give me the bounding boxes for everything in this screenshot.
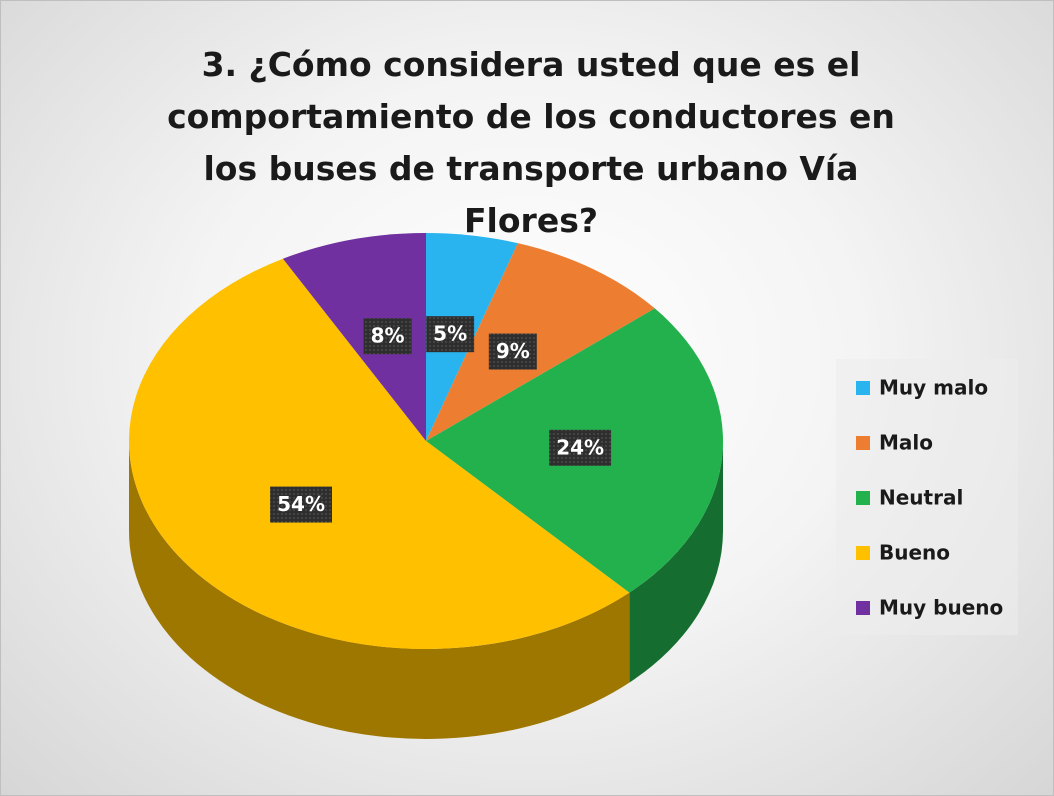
data-label-box (488, 333, 537, 370)
data-label-group: 8% (363, 318, 412, 355)
chart-title: 3. ¿Cómo considera usted que es el compo… (167, 45, 895, 240)
data-label: 8% (371, 324, 405, 348)
legend-label: Bueno (879, 541, 950, 565)
data-label: 54% (277, 492, 325, 516)
legend-label: Muy malo (879, 376, 988, 400)
legend-swatch (856, 601, 870, 615)
data-label-box (270, 486, 332, 523)
legend-label: Malo (879, 431, 933, 455)
legend-swatch (856, 491, 870, 505)
data-label: 24% (556, 435, 604, 459)
legend-swatch (856, 546, 870, 560)
legend-label: Neutral (879, 486, 963, 510)
data-label: 5% (433, 322, 467, 346)
slice-side (128, 441, 630, 740)
data-label-group: 9% (488, 333, 537, 370)
data-label-group: 54% (270, 486, 332, 523)
legend-swatch (856, 436, 870, 450)
data-label-box (363, 318, 412, 355)
slice (426, 243, 655, 441)
slice (129, 258, 630, 649)
legend-swatch (856, 381, 870, 395)
slice (282, 233, 426, 441)
data-label-box (426, 316, 475, 353)
data-label-group: 24% (549, 429, 612, 466)
data-label: 9% (496, 339, 530, 363)
legend-label: Muy bueno (879, 596, 1003, 620)
slice-side (629, 441, 723, 683)
data-label-group: 5% (426, 316, 475, 353)
data-label-box (549, 429, 612, 466)
